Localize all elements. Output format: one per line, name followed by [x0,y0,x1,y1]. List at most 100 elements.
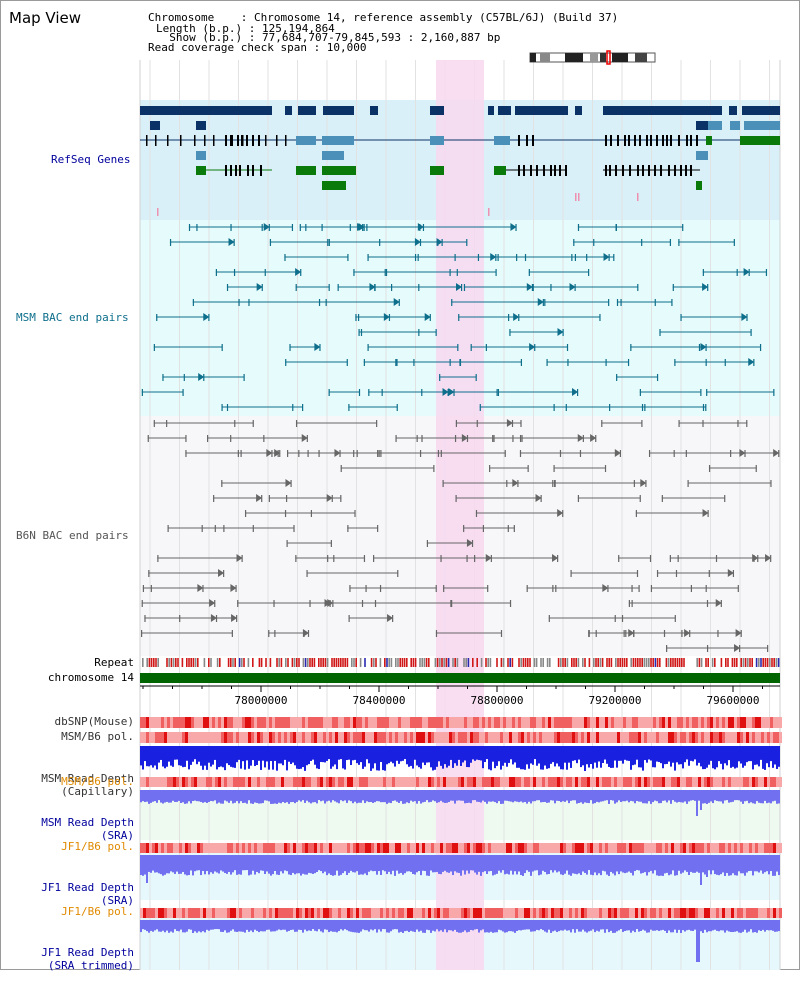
depth-bin [444,920,446,930]
polymorphism-bin [254,843,257,853]
depth-bin [728,920,730,932]
repeat-element [645,658,648,667]
depth-bin [496,790,498,804]
depth-bin [250,746,252,766]
chromosome-ideogram[interactable] [529,50,656,65]
polymorphism-bin [455,717,458,728]
polymorphism-bin [440,777,443,787]
msm-bac-pairs[interactable] [141,223,775,411]
polymorphism-bin [602,717,605,728]
repeat-element [318,658,320,667]
bac-end [650,585,653,592]
depth-bin [562,790,564,802]
depth-bin [254,790,256,803]
polymorphism-bin [287,843,290,853]
depth-bin [456,746,458,766]
depth-bin [548,855,550,875]
polymorphism-bin [548,717,551,728]
polymorphism-tracks[interactable] [140,717,782,918]
depth-bin [584,790,586,803]
polymorphism-bin [623,843,626,853]
refseq-gene-models[interactable] [140,106,780,216]
depth-bin [562,746,564,770]
depth-bin [726,855,728,874]
chromosome-bar[interactable] [140,673,780,683]
bac-end [475,374,477,381]
bac-end [633,480,635,487]
polymorphism-bin [380,717,383,728]
depth-bin [696,920,698,962]
depth-bin [216,790,218,804]
polymorphism-bin [662,717,665,728]
depth-bin [628,855,630,872]
depth-bin [442,920,444,932]
polymorphism-bin [695,777,698,787]
repeat-element [769,658,771,667]
repeat-element [524,658,527,667]
bac-end [487,585,489,592]
depth-bin [444,746,446,765]
depth-bin [620,855,622,872]
depth-bin [704,790,706,804]
polymorphism-bin [605,908,608,918]
polymorphism-bin [773,732,776,743]
depth-bin [684,855,686,871]
gene-exon-mark [624,135,626,146]
refseq-genes-label[interactable]: RefSeq Genes [51,153,131,166]
axis-tick-label-3: 78800000 [471,694,524,707]
polymorphism-bin [524,843,527,853]
depth-bin [424,920,426,933]
depth-bin [650,790,652,804]
polymorphism-bin [401,732,404,743]
depth-bin [274,746,276,761]
depth-bin [404,920,406,932]
bac-end [298,450,300,457]
bac-end [608,299,610,306]
depth-bin [318,855,320,871]
depth-bin [348,790,350,801]
depth-bin [194,790,196,801]
depth-bin [256,790,258,803]
bac-end [223,570,225,577]
depth-bin [672,855,674,871]
polymorphism-bin [347,777,350,787]
depth-bin [210,790,212,801]
polymorphism-bin [290,908,293,918]
repeat-element [527,658,529,667]
b6n-bac-pairs[interactable] [141,419,780,652]
b6n-bac-label[interactable]: B6N BAC end pairs [16,529,129,542]
bac-end [429,314,431,321]
bac-end [368,389,370,396]
polymorphism-bin [269,908,272,918]
depth-bin [296,790,298,802]
repeat-track[interactable] [142,658,780,667]
polymorphism-bin [683,777,686,787]
polymorphism-bin [158,717,161,728]
polymorphism-bin [224,732,227,743]
repeat-element [777,658,780,667]
depth-bin [180,920,182,930]
polymorphism-bin [509,843,512,853]
polymorphism-bin [185,732,188,743]
polymorphism-bin [278,843,281,853]
depth-bin [474,855,476,873]
polymorphism-bin [254,908,257,918]
polymorphism-bin [779,717,782,728]
polymorphism-bin [275,777,278,787]
polymorphism-bin [266,777,269,787]
bac-end [153,344,155,351]
polymorphism-bin [509,717,512,728]
polymorphism-bin [614,732,617,743]
bac-end-arrow [506,419,513,427]
polymorphism-bin [476,732,479,743]
polymorphism-bin [308,777,311,787]
depth-bin [346,790,348,803]
depth-bin [474,746,476,761]
msm-bac-label[interactable]: MSM BAC end pairs [16,311,129,324]
depth-bin [140,790,142,803]
polymorphism-bin [725,777,728,787]
read-depth-tracks[interactable] [140,746,780,962]
depth-bin [516,920,518,932]
depth-bin [748,746,750,762]
